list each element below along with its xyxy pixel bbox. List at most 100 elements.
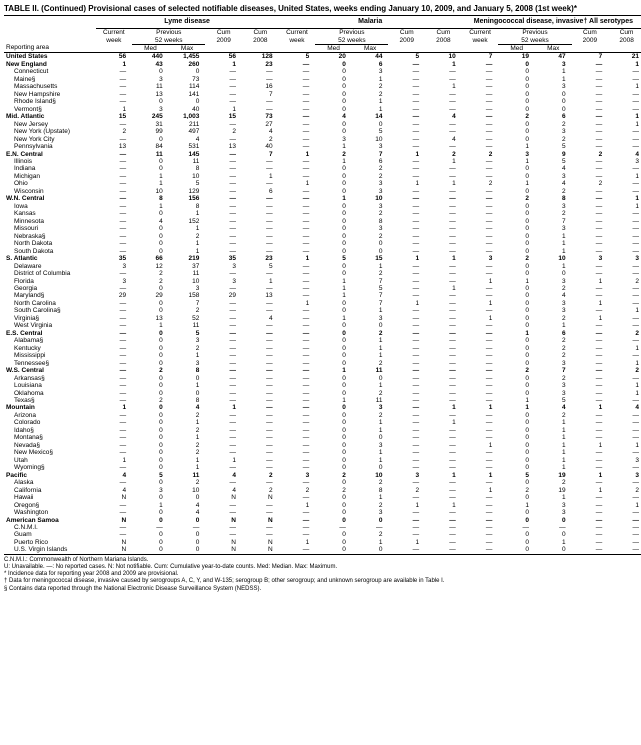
table-cell: 15 xyxy=(352,255,389,262)
table-cell: 10 xyxy=(425,53,462,61)
table-cell: — xyxy=(205,412,242,419)
table-cell: — xyxy=(462,509,499,516)
table-cell: — xyxy=(462,76,499,83)
table-cell: — xyxy=(462,382,499,389)
table-cell: 1 xyxy=(535,76,572,83)
table-cell: 0 xyxy=(498,61,535,68)
table-cell: 0 xyxy=(498,546,535,554)
table-cell: — xyxy=(96,315,133,322)
table-cell: — xyxy=(205,300,242,307)
table-cell: 3 xyxy=(608,158,641,165)
table-cell: — xyxy=(279,434,316,441)
table-cell: — xyxy=(205,136,242,143)
table-cell: 4 xyxy=(242,128,279,135)
table-cell: 1 xyxy=(352,352,389,359)
table-cell: — xyxy=(279,248,316,255)
table-cell: 3 xyxy=(352,225,389,232)
table-cell: 44 xyxy=(352,53,389,61)
table-cell: — xyxy=(388,248,425,255)
data-table: Lyme diseaseMalariaMeningococcal disease… xyxy=(4,15,641,555)
area-name: Arizona xyxy=(4,412,96,419)
table-cell: 7 xyxy=(572,53,609,61)
table-cell: — xyxy=(462,240,499,247)
table-cell: — xyxy=(425,367,462,374)
table-cell: 1 xyxy=(535,240,572,247)
table-cell: — xyxy=(608,494,641,501)
table-cell: — xyxy=(388,113,425,120)
table-cell: — xyxy=(425,539,462,546)
table-cell: — xyxy=(608,106,641,113)
table-cell: — xyxy=(279,546,316,554)
table-cell: 1 xyxy=(572,278,609,285)
table-cell: N xyxy=(96,517,133,524)
area-name: California xyxy=(4,487,96,494)
table-cell: 5 xyxy=(169,180,206,187)
table-cell: 84 xyxy=(132,143,169,150)
table-cell: 145 xyxy=(169,151,206,158)
table-cell: — xyxy=(205,158,242,165)
table-cell: — xyxy=(96,337,133,344)
table-cell: 0 xyxy=(315,300,352,307)
table-cell: — xyxy=(608,517,641,524)
table-cell: — xyxy=(388,315,425,322)
table-cell: 0 xyxy=(498,270,535,277)
table-cell: 1,003 xyxy=(169,113,206,120)
area-name: District of Columbia xyxy=(4,270,96,277)
table-cell: — xyxy=(388,270,425,277)
table-cell: 3 xyxy=(205,263,242,270)
table-cell: — xyxy=(572,106,609,113)
table-cell: — xyxy=(608,509,641,516)
table-cell: 56 xyxy=(96,53,133,61)
table-cell: 0 xyxy=(498,188,535,195)
table-cell: 4 xyxy=(205,472,242,479)
table-cell: 0 xyxy=(498,375,535,382)
table-cell: 129 xyxy=(169,188,206,195)
table-cell: — xyxy=(279,531,316,538)
table-cell: 8 xyxy=(169,203,206,210)
table-cell: — xyxy=(498,524,535,531)
table-cell: — xyxy=(242,158,279,165)
table-cell: — xyxy=(242,509,279,516)
table-cell: — xyxy=(242,427,279,434)
table-cell: — xyxy=(425,546,462,554)
table-cell: — xyxy=(425,195,462,202)
table-cell: N xyxy=(96,546,133,554)
table-cell: — xyxy=(462,457,499,464)
table-cell: — xyxy=(279,158,316,165)
table-cell: 1 xyxy=(279,180,316,187)
col-current-week: Currentweek xyxy=(279,29,316,53)
table-cell: — xyxy=(572,345,609,352)
table-cell: 158 xyxy=(169,292,206,299)
table-cell: — xyxy=(608,76,641,83)
table-cell: 0 xyxy=(315,375,352,382)
table-cell: — xyxy=(279,121,316,128)
table-cell: 7 xyxy=(242,91,279,98)
table-cell: 0 xyxy=(132,404,169,411)
table-cell: 31 xyxy=(132,121,169,128)
table-cell: — xyxy=(608,248,641,255)
table-cell: — xyxy=(425,412,462,419)
table-cell: 3 xyxy=(352,143,389,150)
table-cell: 0 xyxy=(498,307,535,314)
table-cell: — xyxy=(572,457,609,464)
table-cell: 0 xyxy=(535,91,572,98)
table-cell: 1 xyxy=(535,68,572,75)
table-cell: 11 xyxy=(169,158,206,165)
table-cell: — xyxy=(462,330,499,337)
table-cell: 0 xyxy=(498,83,535,90)
table-cell: N xyxy=(242,539,279,546)
table-cell: 1 xyxy=(498,143,535,150)
area-name: North Dakota xyxy=(4,240,96,247)
table-cell: 0 xyxy=(315,531,352,538)
table-cell: — xyxy=(388,285,425,292)
table-cell: 4 xyxy=(535,165,572,172)
table-cell: — xyxy=(572,397,609,404)
table-cell: 3 xyxy=(608,457,641,464)
table-cell: 0 xyxy=(315,128,352,135)
table-cell: 0 xyxy=(498,352,535,359)
table-cell: — xyxy=(462,307,499,314)
table-cell: — xyxy=(572,307,609,314)
table-cell: 10 xyxy=(535,255,572,262)
table-cell: 1 xyxy=(169,434,206,441)
area-name: Wisconsin xyxy=(4,188,96,195)
